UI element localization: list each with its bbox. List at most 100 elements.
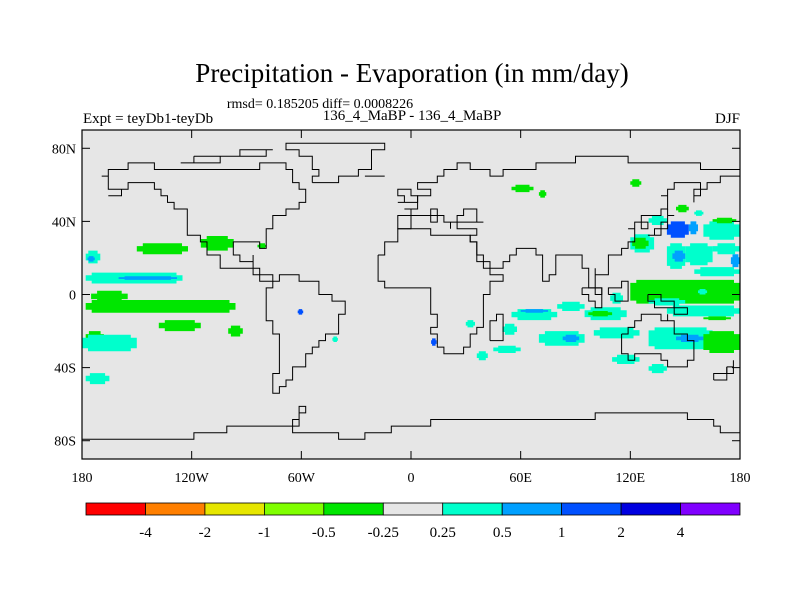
anomaly-patch-4 — [91, 290, 128, 302]
colorbar-box-6 — [442, 502, 503, 516]
colorbar-label-1: -2 — [199, 525, 212, 541]
colorbar-box-4 — [323, 502, 384, 516]
plot-area: 180 120W 60W 0 60E 120E 180 80N 40N 0 40S 80S — [52, 129, 751, 486]
colorbar-box-7 — [501, 502, 563, 516]
coastline-layer — [82, 142, 741, 440]
anomaly-patch-17 — [465, 320, 475, 328]
anomaly-layer — [82, 179, 740, 385]
anomaly-patch-30 — [666, 305, 740, 317]
anomaly-patch-11 — [82, 334, 137, 352]
season-label: DJF — [715, 111, 740, 127]
anomaly-patch-46 — [688, 221, 698, 235]
anomaly-patch-29 — [648, 298, 686, 306]
anomaly-patch-57 — [698, 289, 708, 295]
anomaly-patch-16 — [431, 338, 437, 346]
stats-text: rmsd= 0.185205 diff= 0.0008226 — [227, 97, 413, 112]
anomaly-patch-7 — [200, 236, 234, 251]
anomaly-patch-31 — [703, 316, 731, 321]
anomaly-patch-51 — [730, 254, 740, 268]
coastline-15 — [713, 366, 728, 381]
anomaly-patch-21 — [630, 179, 642, 187]
colorbar-label-0: -4 — [139, 525, 152, 541]
anomaly-patch-53 — [712, 243, 740, 255]
y-tick-label-3: 40S — [54, 362, 76, 377]
colorbar-box-2 — [204, 502, 265, 516]
anomaly-patch-47 — [672, 250, 686, 262]
coastline-9 — [621, 313, 695, 368]
anomaly-patch-54 — [712, 217, 737, 224]
comparison-label: 136_4_MaBP - 136_4_MaBP — [323, 108, 502, 124]
coastline-10 — [647, 209, 675, 236]
x-tick-label-0: 180 — [72, 471, 93, 486]
coastline-16 — [82, 405, 741, 440]
colorbar-label-7: 1 — [558, 525, 566, 541]
colorbar-box-9 — [620, 502, 681, 516]
anomaly-patch-12 — [85, 373, 110, 385]
x-tick-label-3: 0 — [408, 471, 415, 486]
anomaly-patch-8 — [158, 320, 201, 332]
colorbar-label-6: 0.5 — [493, 525, 512, 541]
anomaly-patch-36 — [703, 331, 740, 353]
colorbar: -4 -2 -1 -0.5 -0.25 0.25 0.5 1 2 4 — [85, 502, 741, 541]
anomaly-patch-40 — [612, 354, 640, 364]
anomaly-patch-3 — [87, 256, 95, 262]
anomaly-patch-39 — [493, 345, 521, 353]
anomaly-patch-18 — [476, 351, 488, 361]
coastline-5 — [397, 155, 741, 295]
y-tick-label-4: 80S — [54, 435, 76, 450]
experiment-label: Expt = teyDb1-teyDb — [83, 111, 213, 127]
anomaly-patch-55 — [676, 204, 689, 213]
anomaly-patch-1 — [118, 276, 177, 280]
x-axis: 180 120W 60W 0 60E 120E 180 — [72, 130, 751, 486]
anomaly-patch-35 — [676, 334, 704, 342]
anomaly-patch-38 — [502, 323, 517, 335]
colorbar-box-10 — [680, 502, 741, 516]
anomaly-patch-45 — [666, 221, 689, 238]
x-tick-label-2: 60W — [288, 471, 316, 486]
colorbar-box-5 — [382, 502, 444, 516]
anomaly-patch-56 — [694, 210, 704, 216]
anomaly-patch-28 — [630, 279, 740, 304]
coastline-3 — [180, 149, 273, 164]
anomaly-patch-19 — [511, 184, 534, 193]
coastline-2 — [285, 142, 386, 184]
anomaly-patch-50 — [648, 215, 667, 225]
coastline-7 — [489, 313, 504, 342]
coastline-12 — [607, 280, 629, 302]
anomaly-patch-27 — [588, 311, 613, 317]
y-tick-label-1: 40N — [52, 215, 76, 230]
anomaly-patch-41 — [648, 364, 667, 374]
colorbar-label-3: -0.5 — [312, 525, 336, 541]
anomaly-patch-49 — [632, 237, 649, 249]
anomaly-patch-20 — [538, 190, 547, 198]
x-tick-label-4: 60E — [509, 471, 532, 486]
colorbar-label-9: 4 — [677, 525, 685, 541]
anomaly-patch-5 — [85, 300, 236, 313]
y-tick-label-0: 80N — [52, 142, 76, 157]
coastline-0 — [101, 162, 307, 282]
y-axis: 80N 40N 0 40S 80S — [52, 142, 740, 450]
coastline-8 — [397, 188, 419, 203]
x-tick-label-5: 120E — [616, 471, 646, 486]
anomaly-patch-37 — [593, 327, 640, 339]
anomaly-patch-15 — [332, 336, 338, 342]
chart-title: Precipitation - Evaporation (in mm/day) — [195, 58, 628, 88]
anomaly-patch-44 — [694, 267, 740, 277]
anomaly-patch-14 — [297, 309, 304, 315]
anomaly-patch-52 — [703, 221, 740, 240]
colorbar-label-4: -0.25 — [368, 525, 399, 541]
coastline-6 — [377, 228, 504, 355]
colorbar-box-3 — [263, 502, 325, 516]
colorbar-box-8 — [561, 502, 622, 516]
colorbar-label-2: -1 — [258, 525, 271, 541]
anomaly-patch-33 — [562, 334, 580, 342]
colorbar-label-8: 2 — [617, 525, 625, 541]
anomaly-patch-25 — [557, 301, 585, 311]
anomaly-patch-6 — [136, 243, 188, 255]
coastline-13 — [647, 294, 688, 315]
anomaly-patch-43 — [685, 243, 713, 266]
colorbar-box-1 — [145, 502, 206, 516]
coastline-1 — [265, 274, 346, 394]
colorbar-box-0 — [85, 502, 146, 516]
anomaly-patch-9 — [228, 325, 243, 337]
